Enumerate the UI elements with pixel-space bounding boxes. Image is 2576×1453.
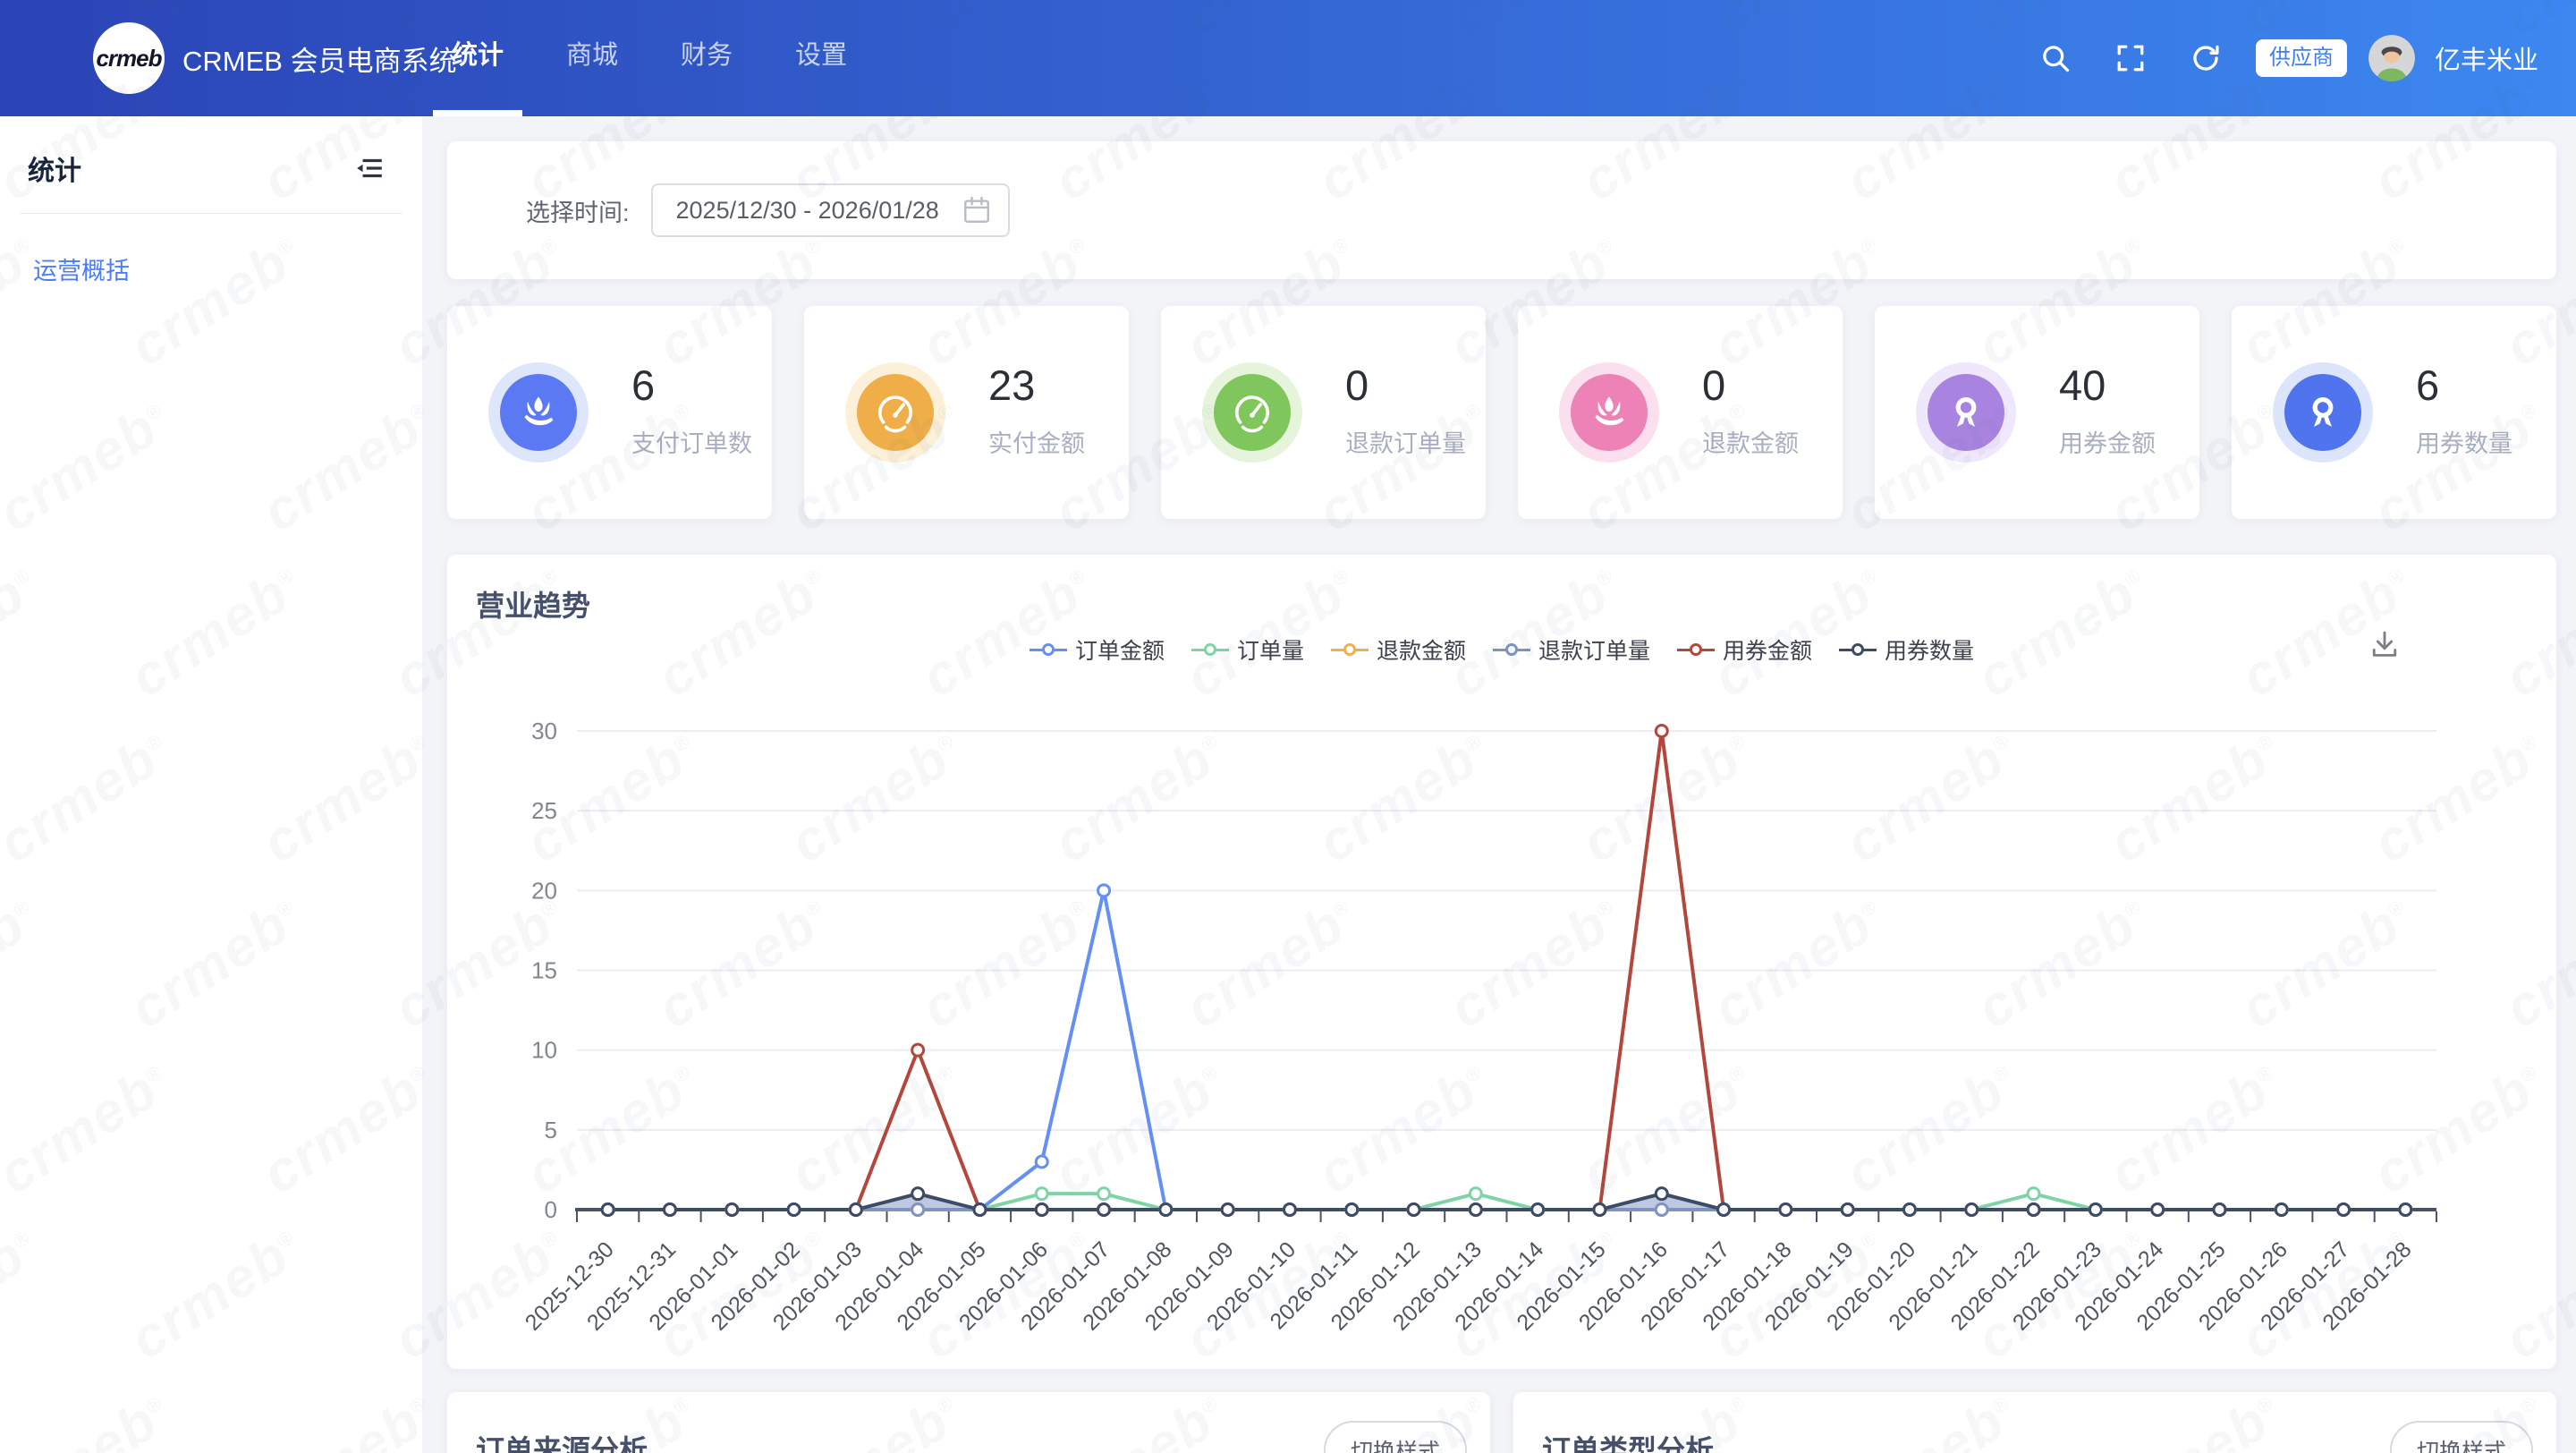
navbar-right: 供应商 亿丰米业 (1996, 0, 2538, 116)
toggle-style-button[interactable]: 切换样式 (1323, 1421, 1467, 1453)
toggle-style-button[interactable]: 切换样式 (2389, 1421, 2533, 1453)
avatar[interactable] (2368, 35, 2415, 81)
stat-card-refund-orders: 0 退款订单量 (1161, 306, 1486, 519)
stat-value: 6 (2416, 361, 2440, 409)
order-type-title: 订单类型分析 (1542, 1434, 1715, 1453)
legend-item[interactable]: 退款订单量 (1493, 633, 1650, 666)
legend-item[interactable]: 用券数量 (1839, 633, 1974, 666)
tab-finance[interactable]: 财务 (681, 41, 733, 70)
svg-text:0: 0 (545, 1196, 557, 1223)
svg-text:25: 25 (531, 797, 557, 824)
trend-card: 营业趋势 订单金额 订单量 退款金额 退款订单量 用券金额 用券数量 0 5 10 15 20 25… (447, 555, 2556, 1369)
trend-legend: 订单金额 订单量 退款金额 退款订单量 用券金额 用券数量 (447, 633, 2556, 666)
stat-card-paid-amount: 23 实付金额 (804, 306, 1129, 519)
order-source-title: 订单来源分析 (476, 1434, 648, 1453)
brand-logo-text: crmeb (96, 44, 162, 72)
fullscreen-icon[interactable] (2114, 42, 2147, 74)
stat-value: 40 (2059, 361, 2106, 409)
stat-card-coupon-amount: 40 用券金额 (1875, 306, 2199, 519)
filter-card: 选择时间: 2025/12/30 - 2026/01/28 (447, 141, 2556, 279)
svg-text:15: 15 (531, 957, 557, 984)
download-icon[interactable] (2367, 626, 2402, 662)
order-source-card: 订单来源分析 切换样式 (447, 1392, 1490, 1453)
svg-text:10: 10 (531, 1037, 557, 1064)
stat-value: 0 (1702, 361, 1726, 409)
stat-label: 退款金额 (1702, 429, 1799, 457)
date-range-value: 2025/12/30 - 2026/01/28 (675, 196, 939, 224)
date-range-input[interactable]: 2025/12/30 - 2026/01/28 (650, 183, 1010, 237)
stat-label: 实付金额 (988, 429, 1085, 457)
order-type-card: 订单类型分析 切换样式 (1513, 1392, 2556, 1453)
legend-item[interactable]: 订单量 (1191, 633, 1304, 666)
top-navbar: crmeb CRMEB 会员电商系统 统计 商城 财务 设置 供应商 (0, 0, 2576, 116)
brand-title: CRMEB 会员电商系统 (182, 45, 457, 77)
legend-item[interactable]: 退款金额 (1330, 633, 1466, 666)
trend-chart: 0510152025302025-12-302025-12-312026-01-… (521, 718, 2437, 1336)
svg-text:5: 5 (545, 1117, 557, 1143)
gauge-icon (1235, 395, 1269, 433)
sidebar-item-operations-overview[interactable]: 运营概括 (33, 258, 130, 285)
supplier-badge: 供应商 (2255, 38, 2347, 78)
refresh-icon[interactable] (2190, 42, 2222, 74)
stat-label: 支付订单数 (631, 429, 752, 457)
medal-icon (1955, 396, 1977, 427)
sidebar-divider (20, 213, 402, 214)
svg-text:20: 20 (531, 877, 557, 904)
tab-settings[interactable]: 设置 (795, 41, 848, 70)
tab-statistics[interactable]: 统计 (420, 0, 535, 116)
tulip-icon (1595, 396, 1624, 426)
calendar-icon[interactable] (962, 195, 992, 225)
svg-text:30: 30 (531, 718, 557, 744)
stat-label: 用券金额 (2059, 429, 2156, 457)
sidebar: 统计 运营概括 (0, 116, 422, 1453)
legend-item[interactable]: 用券金额 (1677, 633, 1812, 666)
brand-logo: crmeb (93, 22, 165, 94)
stat-card-coupon-count: 6 用券数量 (2232, 306, 2556, 519)
username[interactable]: 亿丰米业 (2434, 47, 2538, 75)
stat-value: 23 (988, 361, 1036, 409)
stat-value: 6 (631, 361, 656, 409)
trend-title: 营业趋势 (476, 590, 591, 622)
gauge-icon (878, 395, 912, 433)
stat-label: 退款订单量 (1345, 429, 1466, 457)
menu-fold-icon[interactable] (354, 153, 385, 183)
stat-card-pay-orders: 6 支付订单数 (447, 306, 772, 519)
search-icon[interactable] (2039, 42, 2072, 74)
nav-tabs: 统计 商城 财务 设置 (420, 0, 878, 116)
stat-label: 用券数量 (2416, 429, 2512, 457)
brand: crmeb CRMEB 会员电商系统 (93, 22, 457, 94)
tab-mall[interactable]: 商城 (566, 41, 619, 70)
stat-card-refund-amount: 0 退款金额 (1518, 306, 1843, 519)
legend-item[interactable]: 订单金额 (1029, 633, 1165, 666)
date-label: 选择时间: (526, 199, 630, 226)
sidebar-title: 统计 (28, 157, 81, 186)
stats-row: 6 支付订单数 23 实付金额 0 (447, 306, 2556, 519)
stat-value: 0 (1345, 361, 1369, 409)
medal-icon (2312, 396, 2334, 427)
tulip-icon (524, 396, 554, 426)
